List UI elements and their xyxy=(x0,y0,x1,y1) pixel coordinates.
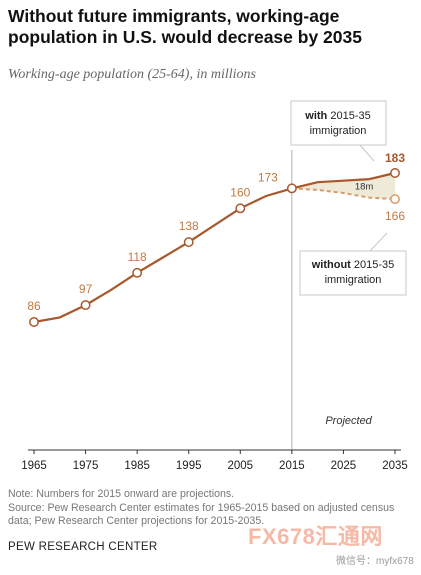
x-tick-label: 1965 xyxy=(21,460,47,472)
org-name: PEW RESEARCH CENTER xyxy=(8,541,158,553)
data-label: 160 xyxy=(230,185,250,199)
data-label: 86 xyxy=(27,299,41,313)
x-tick-label: 2005 xyxy=(227,460,253,472)
callout-with-line1: with 2015-35 xyxy=(304,110,370,122)
projected-label: Projected xyxy=(325,415,372,427)
x-tick-label: 2025 xyxy=(331,460,357,472)
data-label: 97 xyxy=(79,282,93,296)
data-point-marker xyxy=(183,237,194,248)
data-label: 118 xyxy=(128,250,147,264)
footer-note: Note: Numbers for 2015 onward are projec… xyxy=(8,488,235,500)
series-line-without-immigration xyxy=(291,187,396,201)
callout-without-line2: immigration xyxy=(325,274,382,286)
watermark-id: 微信号：myfx678 xyxy=(336,556,414,567)
x-tick-label: 2015 xyxy=(279,460,305,472)
x-tick-label: 1985 xyxy=(124,460,150,472)
watermark-logo: FX678汇通网 xyxy=(248,524,383,549)
callout-pointer-with xyxy=(359,144,375,162)
chart-title: Without future immigrants, working-age p… xyxy=(8,6,362,47)
chart-subtitle: Working-age population (25-64), in milli… xyxy=(8,67,256,82)
callout-pointer-without xyxy=(369,232,388,252)
data-point-marker xyxy=(390,168,400,178)
data-point-marker xyxy=(235,203,246,214)
data-label: 183 xyxy=(385,151,405,165)
chart-svg: 1965 1975 1985 1995 2005 2015 2025 2035 86 97 118 1… xyxy=(21,100,408,472)
data-point-marker xyxy=(286,183,297,194)
callout-box-without xyxy=(299,250,407,296)
x-tick-label: 2035 xyxy=(382,460,408,472)
series-line-with-immigration xyxy=(33,171,396,324)
data-point-marker xyxy=(390,194,400,205)
data-point-marker xyxy=(132,267,143,278)
data-label: 138 xyxy=(179,219,199,233)
callout-without-line1: without 2015-35 xyxy=(311,259,395,271)
callout-with-line2: immigration xyxy=(310,125,367,137)
data-point-marker xyxy=(80,300,91,311)
data-label: 173 xyxy=(258,170,278,184)
footer-source: Source: Pew Research Center estimates fo… xyxy=(8,501,395,528)
gap-label: 18m xyxy=(355,181,374,192)
callout-box-with xyxy=(290,100,387,146)
x-tick-label: 1995 xyxy=(176,460,202,472)
x-tick-label: 1975 xyxy=(73,460,99,472)
data-label: 166 xyxy=(385,209,405,223)
data-point-marker xyxy=(29,317,39,327)
footer-notes: Note: Numbers for 2015 onward are projec… xyxy=(8,488,418,529)
